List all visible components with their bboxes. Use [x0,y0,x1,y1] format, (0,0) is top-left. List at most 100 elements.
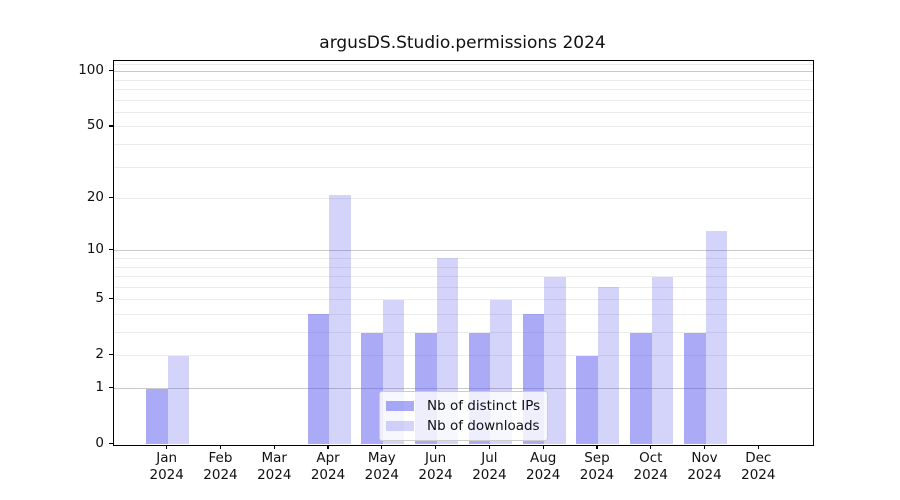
gridline-y-2 [114,355,813,357]
bar-nb-of-distinct-ips-oct-2024 [630,332,652,445]
x-tick-label-jan-2024: Jan 2024 [131,450,203,483]
bar-nb-of-downloads-sep-2024 [597,287,620,445]
gridline-y-70 [114,99,813,101]
y-tick-label-1: 1 [95,379,104,395]
x-tick-label-line: Mar [261,450,287,466]
x-tick-mark-oct-2024 [650,444,652,450]
gridline-y-1 [114,388,813,389]
gridline-y-80 [114,89,813,90]
legend-label-nb-of-distinct-ips: Nb of distinct IPs [427,397,541,414]
x-tick-label-line: 2024 [149,466,184,483]
x-tick-label-line: Jul [481,450,498,466]
x-tick-mark-jun-2024 [435,444,437,450]
gridline-y-20 [114,198,813,200]
legend-row-nb-of-distinct-ips: Nb of distinct IPs [386,396,540,416]
chart-title: argusDS.Studio.permissions 2024 [319,33,606,53]
y-tick-label-100: 100 [78,62,104,79]
x-tick-label-line: Apr [316,450,340,466]
x-tick-label-line: Dec [745,450,772,466]
x-tick-label-sep-2024: Sep 2024 [561,450,633,483]
x-tick-mark-aug-2024 [542,444,544,450]
x-tick-mark-feb-2024 [219,444,222,450]
x-tick-label-mar-2024: Mar 2024 [238,450,310,483]
x-tick-label-nov-2024: Nov 2024 [669,450,741,483]
gridline-y-6 [114,286,813,288]
plot-area: Nb of distinct IPs Nb of downloads [113,59,814,446]
x-tick-mark-jul-2024 [488,444,490,450]
y-tick-mark-10 [108,249,113,251]
legend: Nb of distinct IPs Nb of downloads [379,390,549,441]
gridlines-layer [114,61,813,445]
y-tick-label-5: 5 [95,290,104,307]
y-tick-label-10: 10 [86,241,104,258]
gridline-y-4 [114,313,813,315]
bar-nb-of-distinct-ips-nov-2024 [684,332,706,445]
x-tick-label-line: 2024 [741,466,776,483]
x-tick-mark-sep-2024 [596,444,598,450]
gridline-y-10 [114,250,813,252]
x-tick-label-line: Sep [584,450,610,466]
x-tick-mark-jan-2024 [166,444,168,450]
bar-nb-of-distinct-ips-apr-2024 [307,314,330,445]
x-tick-label-line: 2024 [633,466,668,483]
x-tick-mark-apr-2024 [327,444,329,450]
gridline-y-3 [114,332,813,333]
x-tick-label-line: Nov [691,450,718,466]
x-tick-label-oct-2024: Oct 2024 [615,450,687,483]
x-tick-label-jul-2024: Jul 2024 [453,450,525,483]
bar-nb-of-downloads-apr-2024 [329,194,351,445]
y-tick-label-0: 0 [95,435,104,451]
gridline-y-100 [114,71,813,73]
bars-layer [114,61,813,445]
x-tick-label-line: 2024 [364,466,399,483]
x-tick-label-line: 2024 [472,466,507,483]
bar-nb-of-downloads-oct-2024 [651,276,674,445]
x-tick-label-line: 2024 [310,466,346,483]
bar-nb-of-distinct-ips-sep-2024 [576,355,598,445]
x-tick-mark-mar-2024 [273,444,275,450]
bar-nb-of-downloads-nov-2024 [705,231,728,445]
y-tick-label-20: 20 [86,189,104,206]
x-tick-mark-may-2024 [381,444,383,450]
x-tick-label-line: 2024 [203,466,238,483]
bar-nb-of-distinct-ips-may-2024 [361,332,383,445]
x-tick-label-line: 2024 [418,466,453,483]
gridline-y-7 [114,276,813,278]
gridline-y-9 [114,257,813,259]
x-tick-label-feb-2024: Feb 2024 [184,450,256,483]
x-tick-label-line: May [367,450,396,466]
y-tick-mark-0 [108,443,113,445]
y-tick-mark-100 [108,70,113,72]
legend-swatch-nb-of-distinct-ips [386,400,414,411]
x-tick-label-line: Oct [639,450,663,466]
gridline-y-8 [114,266,813,268]
x-tick-label-line: Jan [156,450,178,466]
y-tick-label-50: 50 [86,117,104,134]
x-tick-label-line: Feb [208,450,233,466]
y-tick-mark-1 [108,387,113,389]
x-tick-label-line: Jun [425,450,447,466]
gridline-y-40 [114,144,813,145]
legend-row-nb-of-downloads: Nb of downloads [386,416,540,436]
gridline-y-5 [114,299,813,301]
gridline-y-60 [114,111,813,113]
x-tick-mark-nov-2024 [703,444,706,450]
x-tick-label-line: 2024 [687,466,722,483]
y-tick-mark-20 [108,197,113,199]
gridline-y-50 [114,126,813,128]
legend-swatch-nb-of-downloads [386,420,414,431]
gridline-y-110 [114,63,813,65]
x-tick-label-line: Aug [529,450,557,466]
y-tick-mark-50 [108,125,113,127]
x-tick-label-dec-2024: Dec 2024 [722,450,794,483]
y-tick-mark-2 [108,354,113,356]
x-tick-label-may-2024: May 2024 [346,450,418,483]
legend-label-nb-of-downloads: Nb of downloads [427,417,540,434]
bar-nb-of-downloads-aug-2024 [544,276,566,445]
bar-nb-of-downloads-jan-2024 [167,355,190,445]
gridline-y-90 [114,79,813,81]
x-tick-mark-dec-2024 [757,444,759,450]
gridline-y-30 [114,166,813,168]
x-tick-label-jun-2024: Jun 2024 [400,450,472,483]
